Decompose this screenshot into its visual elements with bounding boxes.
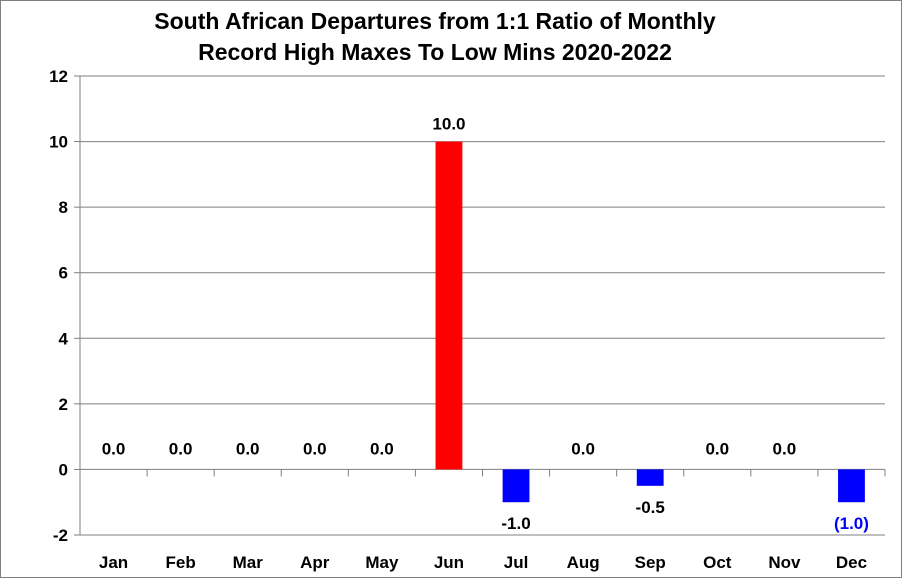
x-tick-label-jul: Jul xyxy=(504,553,529,572)
data-label-dec: (1.0) xyxy=(834,514,869,533)
data-label-jan: 0.0 xyxy=(102,439,126,458)
chart-title: South African Departures from 1:1 Ratio … xyxy=(0,6,870,68)
y-tick-label: 6 xyxy=(59,264,68,283)
data-label-sep: -0.5 xyxy=(636,498,665,517)
data-label-nov: 0.0 xyxy=(773,439,797,458)
data-label-jul: -1.0 xyxy=(501,514,530,533)
x-tick-label-dec: Dec xyxy=(836,553,867,572)
x-tick-label-jun: Jun xyxy=(434,553,464,572)
x-tick-label-oct: Oct xyxy=(703,553,732,572)
data-label-jun: 10.0 xyxy=(432,115,465,134)
y-tick-label: 12 xyxy=(49,67,68,86)
bar-sep xyxy=(636,469,664,486)
data-label-apr: 0.0 xyxy=(303,439,327,458)
y-tick-label: -2 xyxy=(53,526,68,545)
chart-title-line-1: South African Departures from 1:1 Ratio … xyxy=(154,8,716,34)
bar-dec xyxy=(838,469,865,503)
gridlines xyxy=(80,75,885,536)
data-label-oct: 0.0 xyxy=(705,439,729,458)
x-tick-label-sep: Sep xyxy=(635,553,666,572)
bar-jul xyxy=(502,469,530,503)
y-tick-label: 8 xyxy=(59,198,68,217)
bars xyxy=(435,141,865,503)
bar-jun xyxy=(435,141,463,470)
x-tick-label-aug: Aug xyxy=(567,553,600,572)
data-label-aug: 0.0 xyxy=(571,439,595,458)
data-label-may: 0.0 xyxy=(370,439,394,458)
x-tick-label-feb: Feb xyxy=(166,553,196,572)
x-tick-label-mar: Mar xyxy=(233,553,264,572)
labels: 0.0 Jan 0.0 Feb 0.0 Mar 0.0 Apr 0.0 May 10.0 Jun -1.… xyxy=(99,115,869,572)
x-tick-label-apr: Apr xyxy=(300,553,330,572)
x-tick-label-may: May xyxy=(365,553,399,572)
y-tick-label: 0 xyxy=(59,460,68,479)
data-label-mar: 0.0 xyxy=(236,439,260,458)
y-tick-label: 4 xyxy=(59,329,69,348)
y-tick-label: 2 xyxy=(59,395,68,414)
x-tick-label-nov: Nov xyxy=(768,553,801,572)
x-tick-label-jan: Jan xyxy=(99,553,128,572)
chart-title-line-2: Record High Maxes To Low Mins 2020-2022 xyxy=(198,39,672,65)
y-tick-label: 10 xyxy=(49,133,68,152)
data-label-feb: 0.0 xyxy=(169,439,193,458)
axes: -2 0 2 4 6 8 10 12 xyxy=(49,67,886,545)
